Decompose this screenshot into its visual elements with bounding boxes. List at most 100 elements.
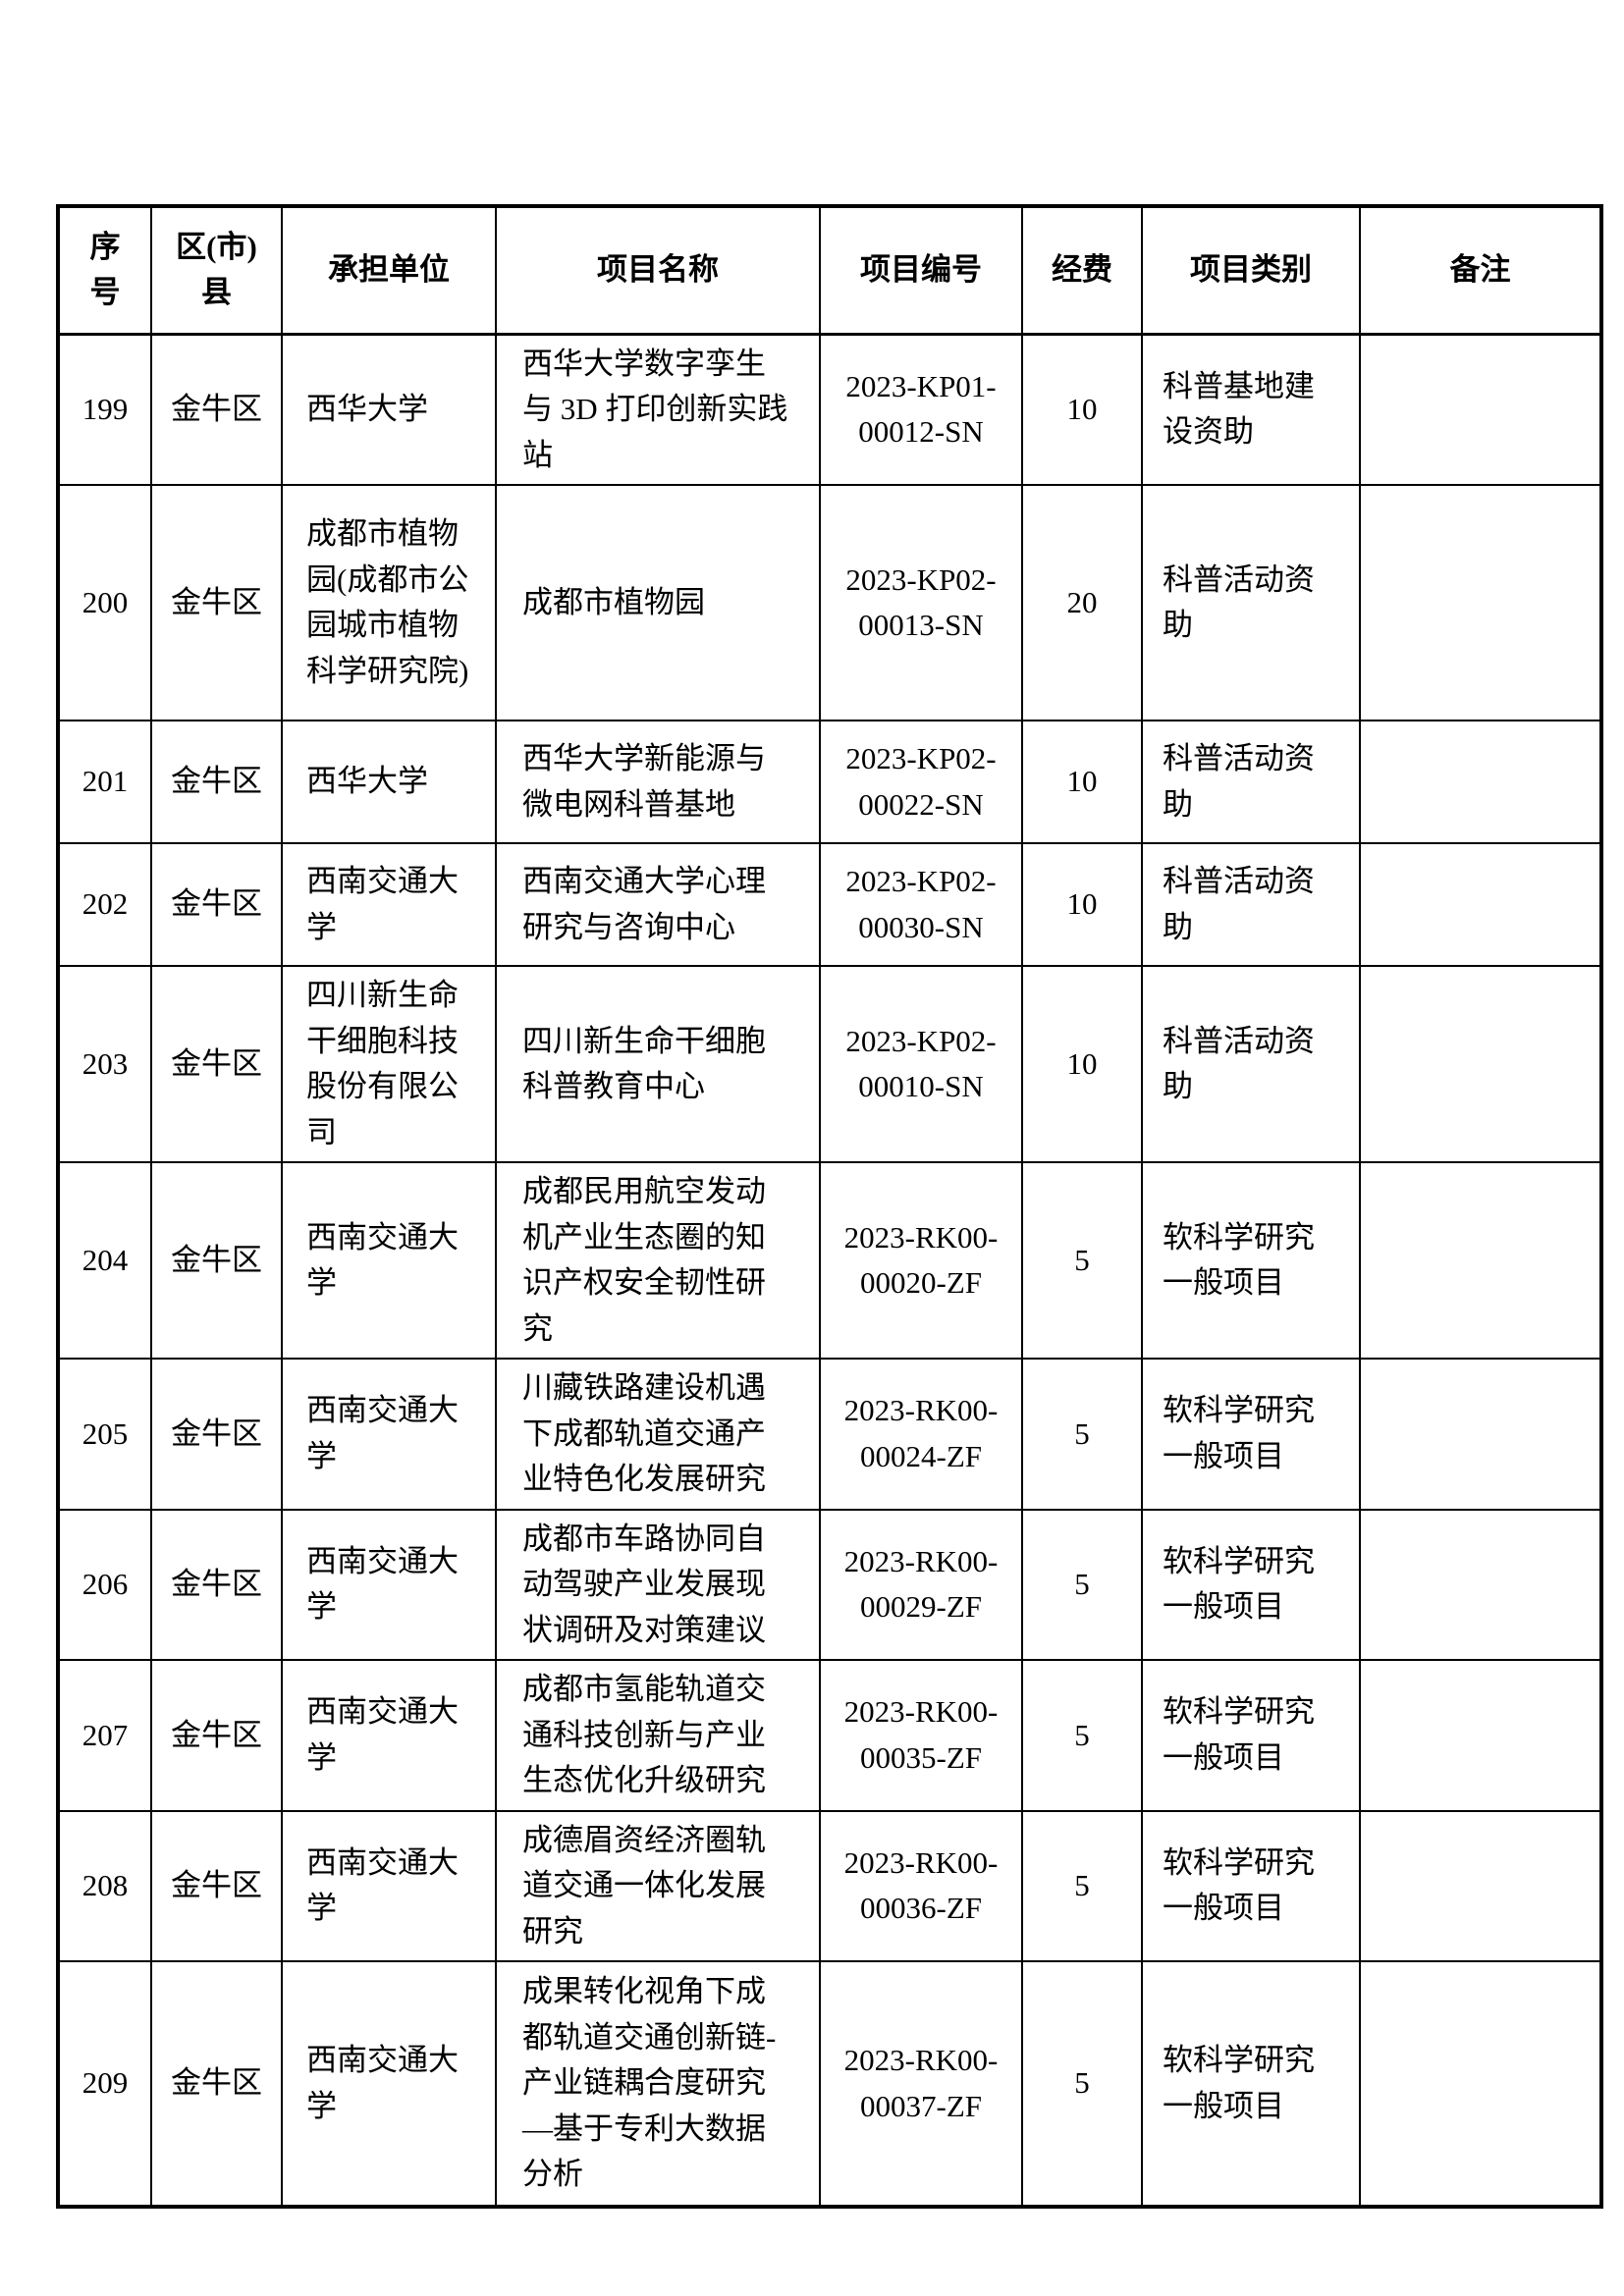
- cell-project-code: 2023-RK00-00029-ZF: [819, 1508, 1023, 1661]
- cell-category: 软科学研究一般项目: [1141, 1508, 1361, 1661]
- cell-district: 金牛区: [150, 1659, 283, 1812]
- cell-seq: 204: [57, 1161, 152, 1360]
- cell-project-name: 西华大学新能源与微电网科普基地: [495, 720, 821, 844]
- cell-project-name: 成德眉资经济圈轨道交通一体化发展研究: [495, 1809, 821, 1962]
- table-row: 207 金牛区 西南交通大学 成都市氢能轨道交通科技创新与产业生态优化升级研究 …: [57, 1659, 1602, 1812]
- table-row: 201 金牛区 西华大学 西华大学新能源与微电网科普基地 2023-KP02-0…: [57, 720, 1602, 844]
- cell-remark: [1359, 484, 1602, 721]
- cell-category: 科普活动资助: [1141, 965, 1361, 1163]
- table-row: 202 金牛区 西南交通大学 西南交通大学心理研究与咨询中心 2023-KP02…: [57, 842, 1602, 967]
- header-funding: 经费: [1021, 205, 1143, 336]
- cell-funding: 10: [1021, 333, 1143, 486]
- cell-project-code: 2023-KP02-00010-SN: [819, 965, 1023, 1163]
- cell-district: 金牛区: [150, 1508, 283, 1661]
- cell-unit: 西南交通大学: [281, 1508, 497, 1661]
- cell-remark: [1359, 1161, 1602, 1360]
- table-row: 205 金牛区 西南交通大学 川藏铁路建设机遇下成都轨道交通产业特色化发展研究 …: [57, 1358, 1602, 1511]
- header-project-name: 项目名称: [495, 205, 821, 336]
- cell-project-code: 2023-RK00-00020-ZF: [819, 1161, 1023, 1360]
- cell-district: 金牛区: [150, 1358, 283, 1511]
- table-row: 204 金牛区 西南交通大学 成都民用航空发动机产业生态圈的知识产权安全韧性研究…: [57, 1161, 1602, 1360]
- cell-category: 科普活动资助: [1141, 842, 1361, 967]
- cell-project-code: 2023-RK00-00037-ZF: [819, 1960, 1023, 2208]
- table-row: 209 金牛区 西南交通大学 成果转化视角下成都轨道交通创新链-产业链耦合度研究…: [57, 1960, 1602, 2208]
- cell-funding: 5: [1021, 1960, 1143, 2208]
- cell-seq: 209: [57, 1960, 152, 2208]
- cell-district: 金牛区: [150, 333, 283, 486]
- table-row: 206 金牛区 西南交通大学 成都市车路协同自动驾驶产业发展现状调研及对策建议 …: [57, 1508, 1602, 1661]
- cell-district: 金牛区: [150, 1809, 283, 1962]
- cell-project-name: 西华大学数字孪生与 3D 打印创新实践站: [495, 333, 821, 486]
- cell-district: 金牛区: [150, 842, 283, 967]
- cell-funding: 10: [1021, 965, 1143, 1163]
- cell-remark: [1359, 1809, 1602, 1962]
- cell-project-code: 2023-KP02-00013-SN: [819, 484, 1023, 721]
- cell-unit: 成都市植物园(成都市公园城市植物科学研究院): [281, 484, 497, 721]
- cell-seq: 207: [57, 1659, 152, 1812]
- header-category: 项目类别: [1141, 205, 1361, 336]
- table-row: 199 金牛区 西华大学 西华大学数字孪生与 3D 打印创新实践站 2023-K…: [57, 333, 1602, 486]
- cell-funding: 5: [1021, 1161, 1143, 1360]
- cell-project-code: 2023-RK00-00035-ZF: [819, 1659, 1023, 1812]
- cell-project-code: 2023-KP02-00022-SN: [819, 720, 1023, 844]
- cell-seq: 199: [57, 333, 152, 486]
- cell-district: 金牛区: [150, 1960, 283, 2208]
- cell-seq: 201: [57, 720, 152, 844]
- cell-project-code: 2023-RK00-00036-ZF: [819, 1809, 1023, 1962]
- cell-funding: 5: [1021, 1358, 1143, 1511]
- cell-funding: 5: [1021, 1659, 1143, 1812]
- cell-remark: [1359, 1659, 1602, 1812]
- header-project-code: 项目编号: [819, 205, 1023, 336]
- cell-remark: [1359, 1508, 1602, 1661]
- cell-category: 软科学研究一般项目: [1141, 1809, 1361, 1962]
- cell-unit: 西华大学: [281, 720, 497, 844]
- cell-funding: 5: [1021, 1508, 1143, 1661]
- cell-seq: 200: [57, 484, 152, 721]
- cell-unit: 西南交通大学: [281, 842, 497, 967]
- cell-remark: [1359, 965, 1602, 1163]
- cell-project-name: 西南交通大学心理研究与咨询中心: [495, 842, 821, 967]
- cell-project-name: 成果转化视角下成都轨道交通创新链-产业链耦合度研究—基于专利大数据分析: [495, 1960, 821, 2208]
- cell-remark: [1359, 1960, 1602, 2208]
- table-row: 200 金牛区 成都市植物园(成都市公园城市植物科学研究院) 成都市植物园 20…: [57, 484, 1602, 721]
- cell-unit: 四川新生命干细胞科技股份有限公司: [281, 965, 497, 1163]
- header-remark: 备注: [1359, 205, 1602, 336]
- cell-district: 金牛区: [150, 484, 283, 721]
- header-seq: 序 号: [57, 205, 152, 336]
- header-district: 区(市) 县: [150, 205, 283, 336]
- cell-unit: 西南交通大学: [281, 1161, 497, 1360]
- cell-remark: [1359, 842, 1602, 967]
- cell-project-name: 四川新生命干细胞科普教育中心: [495, 965, 821, 1163]
- cell-remark: [1359, 333, 1602, 486]
- cell-funding: 10: [1021, 720, 1143, 844]
- cell-seq: 205: [57, 1358, 152, 1511]
- cell-unit: 西南交通大学: [281, 1809, 497, 1962]
- cell-project-name: 成都民用航空发动机产业生态圈的知识产权安全韧性研究: [495, 1161, 821, 1360]
- cell-unit: 西南交通大学: [281, 1960, 497, 2208]
- cell-category: 科普活动资助: [1141, 720, 1361, 844]
- cell-district: 金牛区: [150, 720, 283, 844]
- cell-unit: 西南交通大学: [281, 1358, 497, 1511]
- cell-seq: 208: [57, 1809, 152, 1962]
- cell-project-name: 川藏铁路建设机遇下成都轨道交通产业特色化发展研究: [495, 1358, 821, 1511]
- cell-category: 软科学研究一般项目: [1141, 1358, 1361, 1511]
- cell-seq: 202: [57, 842, 152, 967]
- cell-category: 科普基地建设资助: [1141, 333, 1361, 486]
- cell-funding: 5: [1021, 1809, 1143, 1962]
- cell-project-name: 成都市车路协同自动驾驶产业发展现状调研及对策建议: [495, 1508, 821, 1661]
- cell-project-code: 2023-KP01-00012-SN: [819, 333, 1023, 486]
- cell-district: 金牛区: [150, 965, 283, 1163]
- cell-seq: 206: [57, 1508, 152, 1661]
- cell-remark: [1359, 720, 1602, 844]
- project-table: 序 号 区(市) 县 承担单位 项目名称 项目编号 经费 项目类别 备注 199…: [56, 204, 1603, 2209]
- cell-funding: 20: [1021, 484, 1143, 721]
- cell-district: 金牛区: [150, 1161, 283, 1360]
- cell-category: 软科学研究一般项目: [1141, 1960, 1361, 2208]
- cell-category: 科普活动资助: [1141, 484, 1361, 721]
- cell-project-code: 2023-RK00-00024-ZF: [819, 1358, 1023, 1511]
- cell-funding: 10: [1021, 842, 1143, 967]
- cell-project-name: 成都市氢能轨道交通科技创新与产业生态优化升级研究: [495, 1659, 821, 1812]
- cell-project-code: 2023-KP02-00030-SN: [819, 842, 1023, 967]
- cell-seq: 203: [57, 965, 152, 1163]
